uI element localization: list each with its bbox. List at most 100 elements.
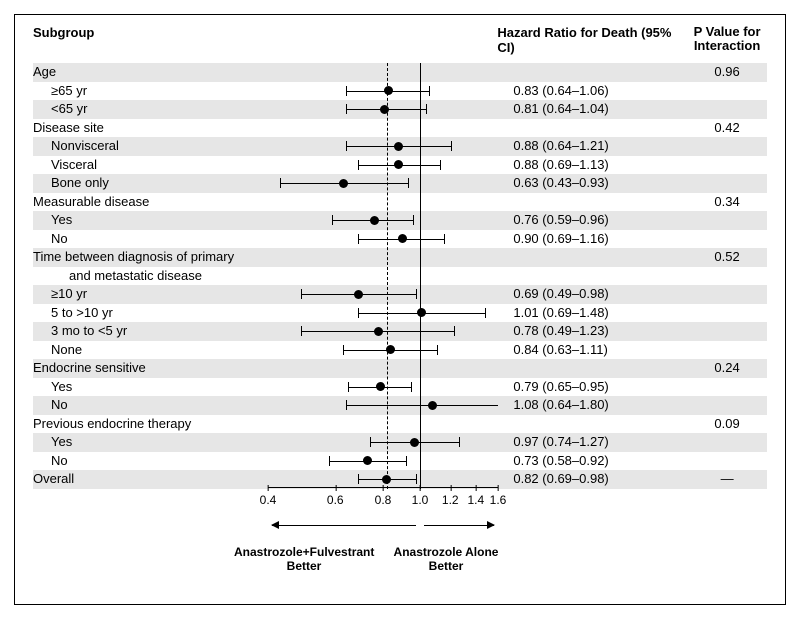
subgroup-row: Yes0.79 (0.65–0.95): [33, 378, 767, 397]
plot-cell: [268, 433, 498, 452]
hazard-ratio-text: 0.84 (0.63–1.11): [497, 341, 687, 360]
row-label: 5 to >10 yr: [33, 304, 268, 323]
subgroup-header: Age0.96: [33, 63, 767, 82]
label-left-1: Anastrozole+Fulvestrant: [234, 545, 374, 559]
axis-tick: 0.4: [260, 493, 277, 507]
header-row: Subgroup Hazard Ratio for Death (95% CI)…: [33, 25, 767, 55]
row-label: Yes: [33, 433, 268, 452]
hazard-ratio-text: 0.90 (0.69–1.16): [497, 230, 687, 249]
label-right: Anastrozole Alone Better: [376, 545, 516, 573]
subgroup-row: <65 yr0.81 (0.64–1.04): [33, 100, 767, 119]
plot-cell: [268, 156, 498, 175]
plot-cell: [268, 415, 498, 434]
hazard-ratio-text: 1.08 (0.64–1.80): [497, 396, 687, 415]
plot-cell: [268, 452, 498, 471]
plot-cell: [268, 137, 498, 156]
direction-arrows: [268, 525, 498, 541]
axis-tick: 1.2: [442, 493, 459, 507]
row-label: Yes: [33, 211, 268, 230]
plot-cell: [268, 119, 498, 138]
hazard-ratio-text: 0.81 (0.64–1.04): [497, 100, 687, 119]
row-label: Visceral: [33, 156, 268, 175]
row-label: Overall: [33, 470, 268, 489]
hazard-ratio-text: 0.82 (0.69–0.98): [497, 470, 687, 489]
subgroup-row: and metastatic disease: [33, 267, 767, 286]
subgroup-row: ≥65 yr0.83 (0.64–1.06): [33, 82, 767, 101]
subgroup-row: Yes0.97 (0.74–1.27): [33, 433, 767, 452]
plot-cell: [268, 285, 498, 304]
row-label: Disease site: [33, 119, 268, 138]
p-value-text: 0.52: [687, 248, 767, 267]
axis-tick: 0.6: [327, 493, 344, 507]
label-right-2: Better: [429, 559, 464, 573]
hazard-ratio-text: 0.69 (0.49–0.98): [497, 285, 687, 304]
plot-cell: [268, 193, 498, 212]
subgroup-row: Nonvisceral 0.88 (0.64–1.21): [33, 137, 767, 156]
plot-cell: [268, 341, 498, 360]
row-label: No: [33, 230, 268, 249]
plot-cell: [268, 267, 498, 286]
subgroup-row: ≥10 yr 0.69 (0.49–0.98): [33, 285, 767, 304]
plot-cell: [268, 230, 498, 249]
p-value-text: —: [687, 470, 767, 489]
hazard-ratio-text: 0.88 (0.69–1.13): [497, 156, 687, 175]
hazard-ratio-text: 1.01 (0.69–1.48): [497, 304, 687, 323]
subgroup-header: Endocrine sensitive0.24: [33, 359, 767, 378]
subgroup-row: 5 to >10 yr 1.01 (0.69–1.48): [33, 304, 767, 323]
plot-cell: [268, 211, 498, 230]
header-subgroup: Subgroup: [33, 25, 268, 55]
row-label: Measurable disease: [33, 193, 268, 212]
hazard-ratio-text: 0.78 (0.49–1.23): [497, 322, 687, 341]
plot-cell: [268, 63, 498, 82]
plot-cell: [268, 378, 498, 397]
subgroup-row: No 0.90 (0.69–1.16): [33, 230, 767, 249]
row-label: Time between diagnosis of primary: [33, 248, 268, 267]
subgroup-header: Disease site 0.42: [33, 119, 767, 138]
row-label: No: [33, 452, 268, 471]
axis-tick: 0.8: [375, 493, 392, 507]
forest-rows: Age0.96≥65 yr0.83 (0.64–1.06)<65 yr0.81 …: [33, 63, 767, 489]
p-value-text: 0.09: [687, 415, 767, 434]
plot-cell: [268, 304, 498, 323]
row-label: None: [33, 341, 268, 360]
subgroup-header: Measurable disease 0.34: [33, 193, 767, 212]
subgroup-row: Yes0.76 (0.59–0.96): [33, 211, 767, 230]
label-left: Anastrozole+Fulvestrant Better: [234, 545, 374, 573]
header-hazard-ratio: Hazard Ratio for Death (95% CI): [497, 25, 687, 55]
plot-cell: [268, 248, 498, 267]
subgroup-row: No 0.73 (0.58–0.92): [33, 452, 767, 471]
hazard-ratio-text: 0.79 (0.65–0.95): [497, 378, 687, 397]
subgroup-header: Time between diagnosis of primary 0.52: [33, 248, 767, 267]
forest-plot-frame: Subgroup Hazard Ratio for Death (95% CI)…: [14, 14, 786, 605]
row-label: ≥10 yr: [33, 285, 268, 304]
subgroup-header: Previous endocrine therapy 0.09: [33, 415, 767, 434]
label-right-1: Anastrozole Alone: [394, 545, 499, 559]
axis-tick: 1.0: [412, 493, 429, 507]
hazard-ratio-text: 0.63 (0.43–0.93): [497, 174, 687, 193]
row-label: and metastatic disease: [33, 267, 268, 286]
plot-cell: [268, 359, 498, 378]
subgroup-row: Visceral 0.88 (0.69–1.13): [33, 156, 767, 175]
p-value-text: 0.24: [687, 359, 767, 378]
subgroup-row: 3 mo to <5 yr 0.78 (0.49–1.23): [33, 322, 767, 341]
hazard-ratio-text: 0.88 (0.64–1.21): [497, 137, 687, 156]
plot-cell: [268, 82, 498, 101]
row-label: Bone only: [33, 174, 268, 193]
row-label: 3 mo to <5 yr: [33, 322, 268, 341]
header-plot-spacer: [268, 25, 498, 55]
subgroup-row: Bone only 0.63 (0.43–0.93): [33, 174, 767, 193]
header-pvalue-l2: Interaction: [694, 38, 760, 53]
header-pvalue-l1: P Value for: [694, 24, 761, 39]
p-value-text: 0.34: [687, 193, 767, 212]
row-label: Nonvisceral: [33, 137, 268, 156]
axis-tick: 1.4: [468, 493, 485, 507]
x-axis: 0.40.60.81.01.21.41.6: [268, 489, 498, 507]
direction-labels: Anastrozole+Fulvestrant Better Anastrozo…: [268, 545, 498, 575]
hazard-ratio-text: 0.73 (0.58–0.92): [497, 452, 687, 471]
axis-tick: 1.6: [490, 493, 507, 507]
row-label: Previous endocrine therapy: [33, 415, 268, 434]
p-value-text: 0.42: [687, 119, 767, 138]
plot-cell: [268, 322, 498, 341]
hazard-ratio-text: 0.83 (0.64–1.06): [497, 82, 687, 101]
row-label: No: [33, 396, 268, 415]
